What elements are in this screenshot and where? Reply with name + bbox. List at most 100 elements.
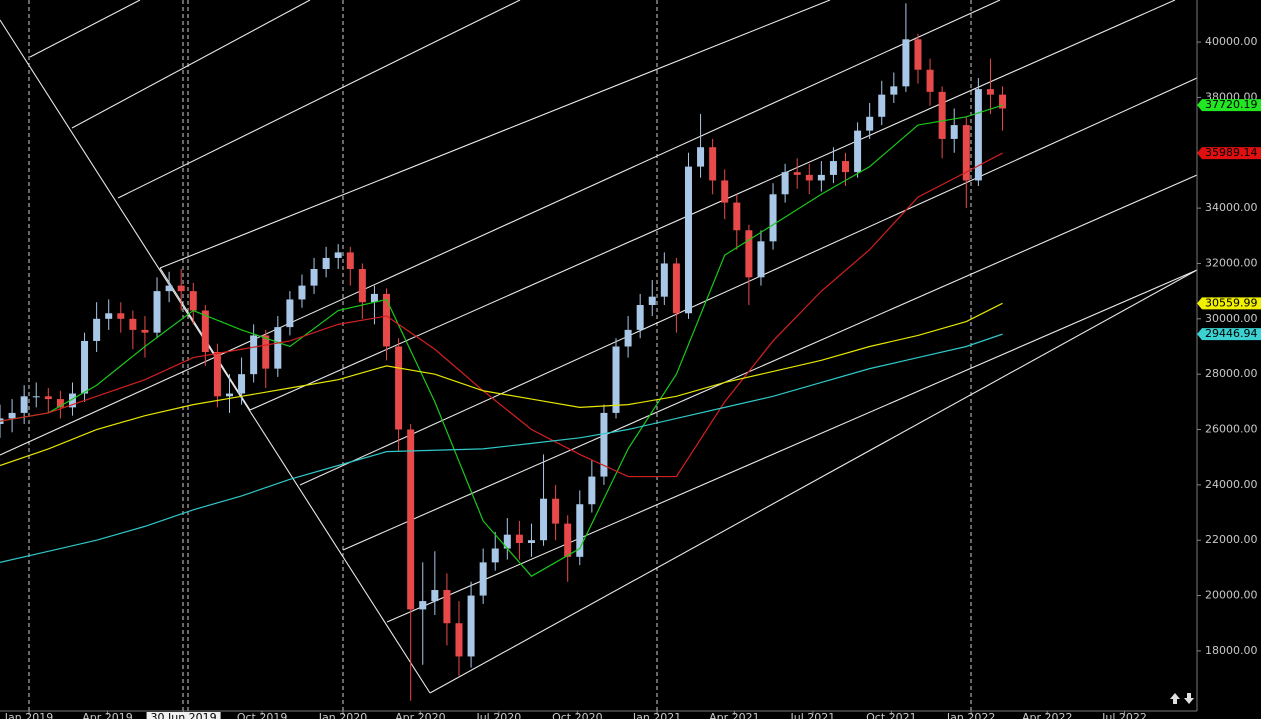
candle-body <box>32 396 40 398</box>
candle-body <box>165 285 173 292</box>
candle-body <box>419 601 427 610</box>
y-tick-label: 32000.00 <box>1205 256 1258 269</box>
scroll-down[interactable] <box>1184 693 1194 704</box>
candle-body <box>201 310 209 353</box>
candle-body <box>189 291 197 311</box>
candle-body <box>20 396 28 413</box>
plot <box>0 3 1007 701</box>
x-tick-label: Apr 2019 <box>82 711 133 719</box>
candle-body <box>431 590 439 602</box>
candle-body <box>515 534 523 543</box>
candle-body <box>552 498 560 524</box>
candle-body <box>141 329 149 333</box>
trend-line <box>342 174 1198 551</box>
x-tick-label: Jan 2021 <box>632 711 681 719</box>
candle-body <box>793 172 801 175</box>
candle-body <box>68 393 76 408</box>
candle-body <box>44 396 52 400</box>
price-marker-label: 30559.99 <box>1205 296 1258 309</box>
y-tick-label: 26000.00 <box>1205 423 1258 436</box>
scroll-buttons[interactable] <box>1170 693 1194 704</box>
price-marker <box>1197 99 1261 112</box>
candle-body <box>334 252 342 258</box>
x-tick-label: Apr 2020 <box>395 711 446 719</box>
candle-body <box>213 352 221 397</box>
candle-body <box>842 161 850 173</box>
candle-body <box>999 94 1007 109</box>
y-tick-label: 40000.00 <box>1205 35 1258 48</box>
candle-body <box>370 293 378 303</box>
axes: 18000.00 20000.00 22000.00 24000.00 26000.00… <box>4 35 1261 719</box>
candle-body <box>612 346 620 413</box>
candle-body <box>854 130 862 173</box>
price-marker-label: 37720.19 <box>1205 98 1258 111</box>
candle-body <box>8 412 16 419</box>
candle-body <box>129 318 137 330</box>
trend-line <box>71 0 311 129</box>
trend-line <box>429 269 1198 694</box>
candle-body <box>660 263 668 297</box>
candle-body <box>709 147 717 181</box>
y-tick-label: 24000.00 <box>1205 478 1258 491</box>
x-tick-label: Oct 2019 <box>237 711 288 719</box>
candle-body <box>105 313 113 319</box>
candle-body <box>491 548 499 563</box>
candle-body <box>684 166 692 314</box>
price-marker <box>1197 328 1261 341</box>
candle-body <box>926 69 934 92</box>
candle-body <box>564 523 572 557</box>
candle-body <box>395 346 403 430</box>
candle-body <box>781 172 789 195</box>
candle-body <box>346 252 354 270</box>
trend-line <box>249 0 1176 411</box>
candle-body <box>588 476 596 505</box>
x-tick-label: Apr 2021 <box>709 711 760 719</box>
candle-body <box>890 86 898 95</box>
x-tick-label: 30 Jun 2019 <box>151 711 217 719</box>
candle-body <box>950 125 958 139</box>
x-tick-label: Jan 2019 <box>4 711 53 719</box>
candle-body <box>117 313 125 319</box>
candle-body <box>177 285 185 292</box>
candle-body <box>902 39 910 87</box>
candle-body <box>238 374 246 394</box>
candle-body <box>443 590 451 624</box>
candle-body <box>322 257 330 270</box>
trend-line <box>117 0 521 199</box>
candle-body <box>721 180 729 203</box>
candle-body <box>866 116 874 131</box>
drawing-tools <box>0 0 1198 711</box>
y-tick-label: 34000.00 <box>1205 201 1258 214</box>
candle-body <box>274 327 282 369</box>
trend-line <box>386 269 1198 623</box>
candle-body <box>986 89 994 95</box>
scroll-up[interactable] <box>1170 693 1180 704</box>
candle-body <box>225 393 233 397</box>
candle-body <box>93 318 101 341</box>
x-tick-label: Jul 2020 <box>475 711 521 719</box>
candle-body <box>455 623 463 657</box>
candle-body <box>733 202 741 231</box>
price-marker-label: 29446.94 <box>1205 327 1258 340</box>
candle-body <box>757 241 765 278</box>
x-tick-label: Jan 2020 <box>318 711 367 719</box>
candle-body <box>250 335 258 375</box>
candle-body <box>817 174 825 181</box>
x-tick-label: Jul 2021 <box>790 711 836 719</box>
candle-body <box>286 299 294 328</box>
candle-body <box>540 498 548 541</box>
price-marker-label: 35989.14 <box>1205 146 1258 159</box>
candle-body <box>805 174 813 181</box>
candle-body <box>914 39 922 70</box>
candle-body <box>358 269 366 303</box>
moving-average-line <box>0 302 1003 467</box>
candle-body <box>962 125 970 181</box>
candle-body <box>407 429 415 610</box>
candle-body <box>467 595 475 657</box>
candle-body <box>503 534 511 549</box>
candle-body <box>310 269 318 286</box>
candle-body <box>600 412 608 477</box>
candle-body <box>938 91 946 139</box>
moving-average-line <box>0 104 1003 577</box>
